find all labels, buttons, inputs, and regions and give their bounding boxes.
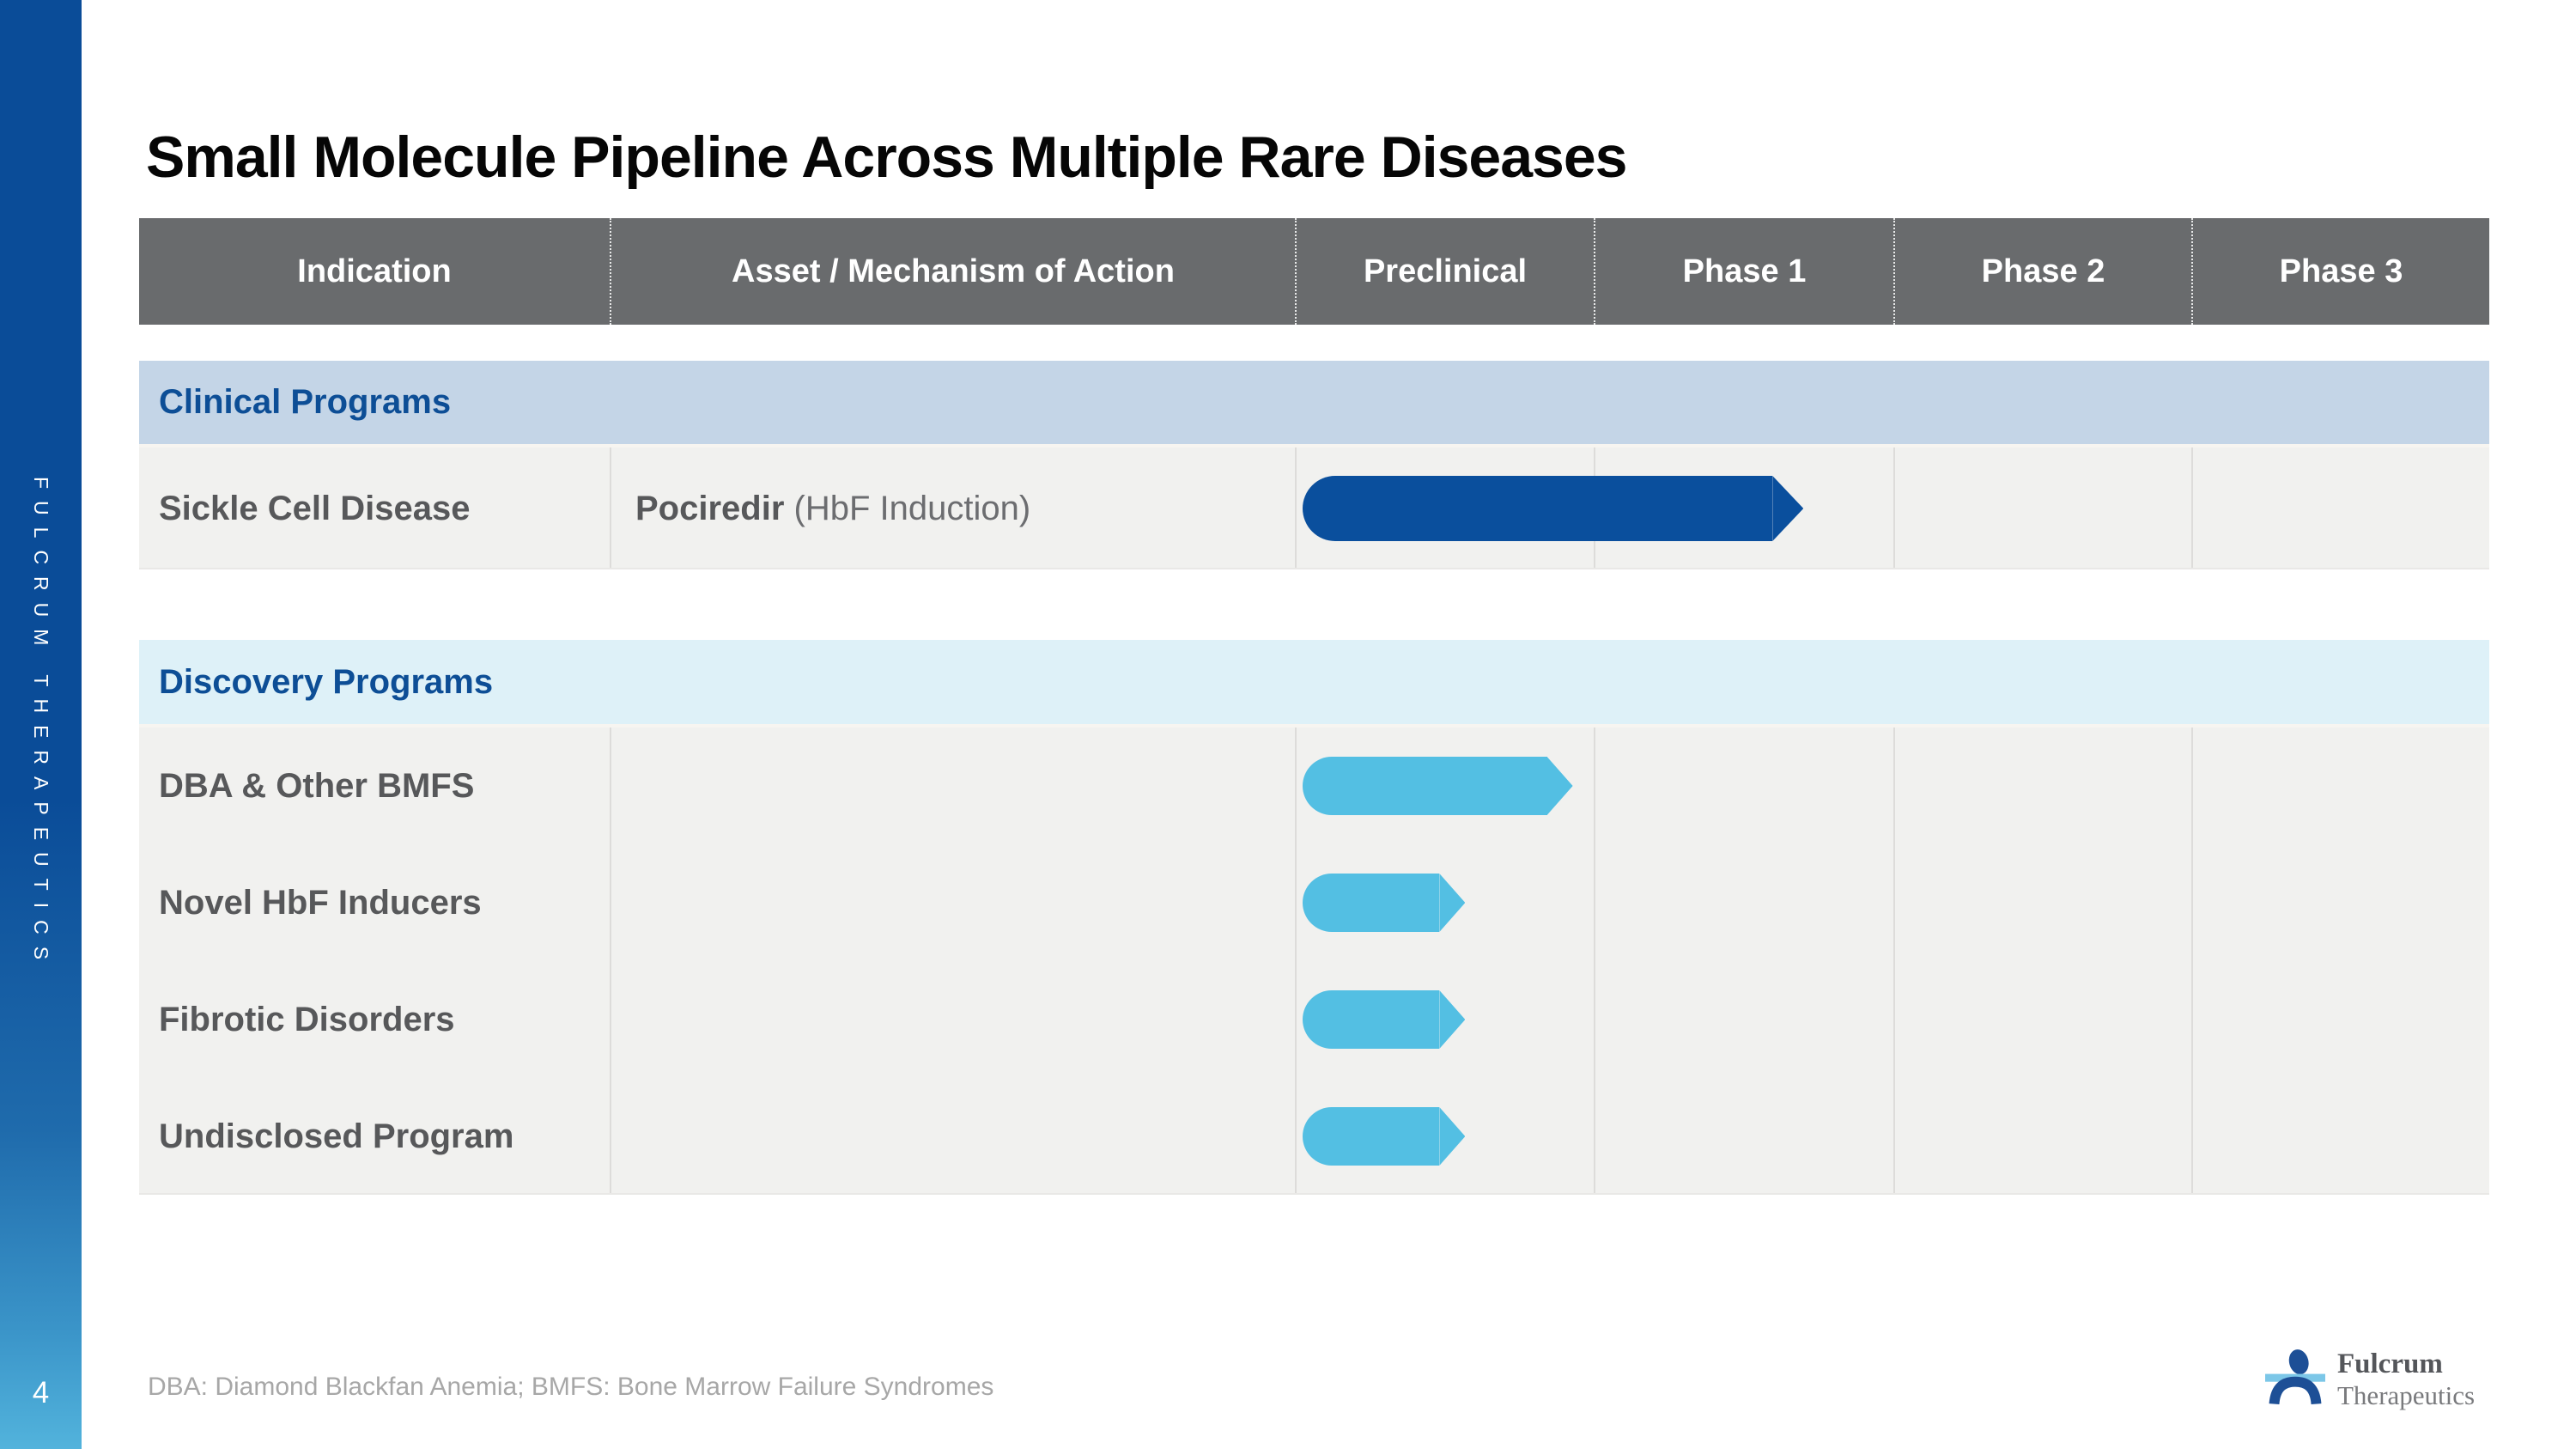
indication-label: Fibrotic Disorders: [159, 1000, 455, 1038]
indication-label: Undisclosed Program: [159, 1117, 514, 1155]
brand-sidebar: FULCRUM THERAPEUTICS 4: [0, 0, 82, 1449]
sidebar-company-name: FULCRUM THERAPEUTICS: [30, 477, 52, 972]
pipeline-bar-arrowhead: [1439, 874, 1466, 932]
asset-cell: Pociredir (HbF Induction): [610, 447, 1295, 569]
pipeline-bar-arrowhead: [1772, 476, 1804, 541]
logo-company-name: Fulcrum: [2337, 1349, 2443, 1379]
page-number: 4: [32, 1376, 50, 1409]
column-divider: [610, 447, 611, 568]
column-divider: [2191, 447, 2193, 568]
indication-label: Sickle Cell Disease: [159, 489, 471, 527]
asset-mechanism: (HbF Induction): [784, 489, 1031, 527]
pipeline-bar-body: [1303, 757, 1547, 815]
logo-arch-shape: [2269, 1376, 2322, 1405]
clinical-programs-band: Clinical Programs: [139, 361, 2489, 447]
pipeline-bar-arrowhead: [1546, 757, 1573, 815]
discovery-programs-band: Discovery Programs: [139, 640, 2489, 728]
pipeline-bar-pociredir: [1303, 476, 1804, 541]
column-divider: [2191, 728, 2193, 1193]
clinical-programs-label: Clinical Programs: [159, 383, 452, 421]
pipeline-bar-body: [1303, 874, 1440, 932]
indication-label: DBA & Other BMFS: [159, 766, 475, 805]
asset-name: Pociredir: [635, 489, 785, 527]
table-row-dba-other-bmfs: DBA & Other BMFS: [139, 728, 610, 844]
column-divider: [1295, 447, 1297, 568]
table-row-sickle-cell-disease: Sickle Cell Disease: [139, 447, 610, 569]
clinical-programs-rows: Sickle Cell Disease Pociredir (HbF Induc…: [139, 447, 2489, 569]
header-phase-1: Phase 1: [1594, 218, 1893, 325]
header-preclinical: Preclinical: [1295, 218, 1594, 325]
header-indication: Indication: [297, 253, 452, 289]
header-phase-3: Phase 3: [2191, 218, 2489, 325]
column-divider: [1893, 447, 1895, 568]
pipeline-bar-arrowhead: [1439, 990, 1466, 1049]
column-divider: [610, 728, 611, 1193]
indication-label: Novel HbF Inducers: [159, 883, 482, 922]
discovery-programs-label: Discovery Programs: [159, 662, 494, 701]
pipeline-bar-novel: [1303, 874, 1466, 932]
header-asset: Asset / Mechanism of Action: [610, 218, 1295, 325]
table-row-novel-hbf-inducers: Novel HbF Inducers: [139, 844, 610, 961]
pipeline-bar-arrowhead: [1439, 1107, 1466, 1166]
table-row-fibrotic-disorders: Fibrotic Disorders: [139, 961, 610, 1078]
header-phase-2: Phase 2: [1893, 218, 2191, 325]
pipeline-bar-body: [1303, 476, 1773, 541]
pipeline-bar-body: [1303, 990, 1440, 1049]
footnote: DBA: Diamond Blackfan Anemia; BMFS: Bone…: [148, 1373, 994, 1401]
fulcrum-logo-text: Fulcrum Therapeutics: [2337, 1345, 2475, 1409]
logo-company-suffix: Therapeutics: [2337, 1380, 2476, 1410]
column-divider: [1295, 728, 1297, 1193]
pipeline-bar-undisclosed: [1303, 1107, 1466, 1166]
column-divider: [1594, 728, 1595, 1193]
pipeline-bar-dba: [1303, 757, 1573, 815]
column-divider: [1893, 728, 1895, 1193]
pipeline-table-header: Indication Asset / Mechanism of Action P…: [139, 218, 2489, 325]
asset-label: Pociredir (HbF Induction): [635, 490, 1030, 528]
fulcrum-logo-icon: [2265, 1349, 2325, 1405]
slide-title: Small Molecule Pipeline Across Multiple …: [146, 125, 1628, 190]
fulcrum-logo: Fulcrum Therapeutics: [2265, 1345, 2475, 1409]
pipeline-bar-body: [1303, 1107, 1440, 1166]
table-row-undisclosed-program: Undisclosed Program: [139, 1078, 610, 1195]
pipeline-bar-fibrotic: [1303, 990, 1466, 1049]
logo-head-shape: [2288, 1349, 2309, 1375]
